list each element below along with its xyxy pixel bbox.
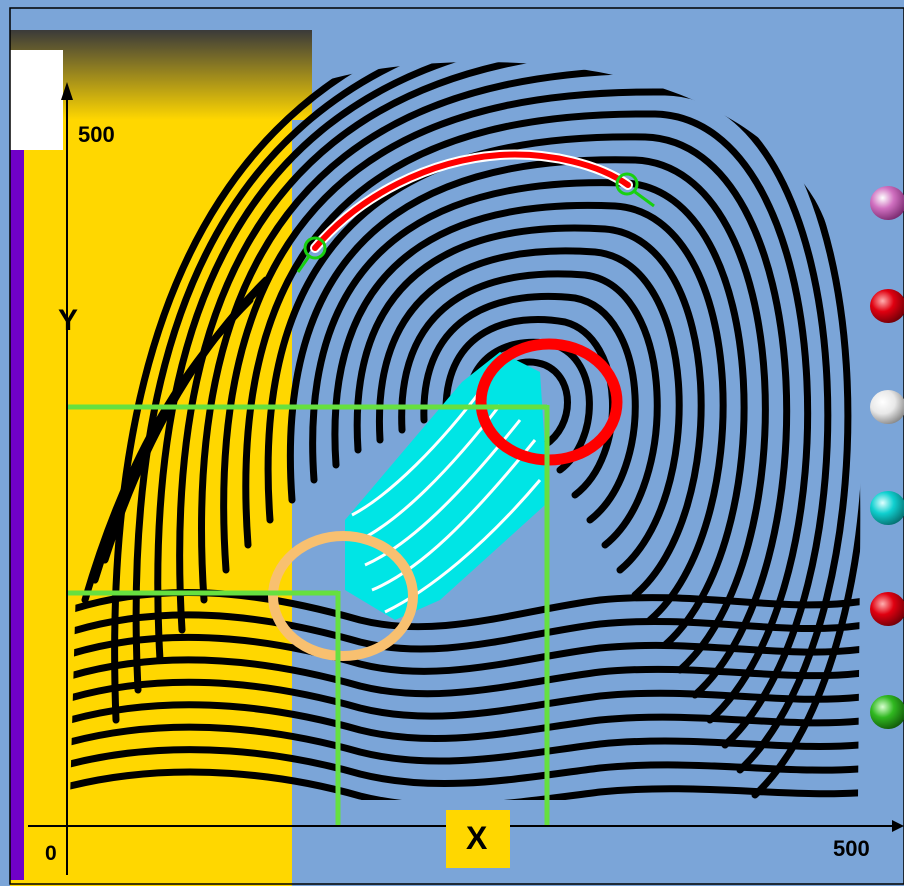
endpoint-marker-right xyxy=(615,172,655,208)
purple-sidebar xyxy=(10,150,24,880)
x-label-box xyxy=(446,810,510,868)
ridge-count-path-red xyxy=(312,151,631,251)
white-ball-icon xyxy=(870,390,904,424)
y-axis xyxy=(61,82,73,875)
white-corner-panel xyxy=(10,50,63,150)
endpoint-marker-left xyxy=(296,236,327,273)
delta-circle xyxy=(268,531,418,661)
origin-label: 0 xyxy=(45,842,57,865)
slide-frame xyxy=(9,7,904,885)
green-ball-icon xyxy=(870,695,904,729)
red-ball-icon xyxy=(870,592,904,626)
guide-lines xyxy=(68,404,550,826)
x-max-label: 500 xyxy=(833,836,870,861)
y-axis-label: Y xyxy=(58,304,79,337)
x-axis-label: X xyxy=(466,820,488,856)
cyan-ball-icon xyxy=(870,491,904,525)
y-max-label: 500 xyxy=(78,122,115,147)
red-ball-icon xyxy=(870,289,904,323)
pink-ball-icon xyxy=(870,186,904,220)
legend-bullets xyxy=(870,186,904,729)
